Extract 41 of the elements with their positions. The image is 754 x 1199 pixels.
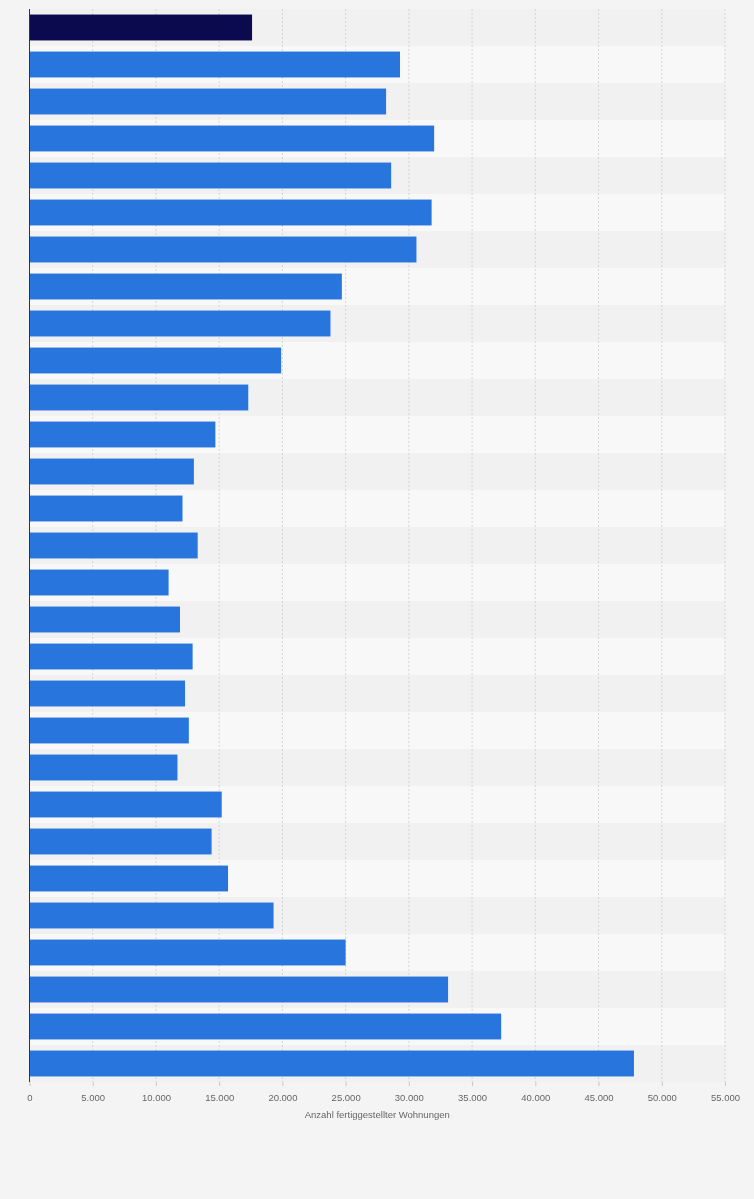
bar: [29, 162, 392, 189]
bar: [29, 88, 387, 115]
bar: [29, 939, 346, 966]
bar: [29, 532, 198, 559]
bar: [29, 865, 229, 892]
bar: [29, 458, 194, 485]
x-tick-label: 10.000: [141, 1091, 171, 1103]
bar: [29, 828, 212, 855]
bar: [29, 125, 435, 152]
bar: [29, 347, 282, 374]
x-tick-label: 55.000: [710, 1091, 741, 1103]
x-tick-label: 35.000: [458, 1091, 488, 1103]
bar: [29, 1013, 502, 1040]
x-tick-label: 15.000: [205, 1091, 235, 1103]
bar: [29, 791, 222, 818]
x-tick-label: 20.000: [268, 1091, 298, 1103]
x-tick-label: 5.000: [81, 1091, 106, 1103]
x-tick-label: 0: [27, 1091, 33, 1103]
bar: [29, 236, 417, 263]
bar: [29, 384, 249, 411]
bar: [29, 51, 401, 78]
bar: [29, 495, 183, 522]
x-tick-label: 45.000: [584, 1091, 614, 1103]
bar: [29, 717, 189, 744]
bar: [29, 569, 169, 596]
x-tick-label: 30.000: [394, 1091, 424, 1103]
bar: [29, 643, 193, 670]
bar: [29, 199, 432, 226]
bar: [29, 680, 186, 707]
bar: [29, 606, 180, 633]
x-axis-title: Anzahl fertiggestellter Wohnungen: [304, 1109, 450, 1120]
bar: [29, 273, 342, 300]
bar: [29, 754, 178, 781]
bar: [29, 902, 274, 929]
bar: [29, 310, 331, 337]
x-tick-label: 50.000: [647, 1091, 677, 1103]
bar: [29, 976, 449, 1003]
bar: [29, 14, 253, 41]
x-tick-label: 25.000: [331, 1091, 361, 1103]
x-tick-label: 40.000: [521, 1091, 551, 1103]
bar: [29, 421, 216, 448]
